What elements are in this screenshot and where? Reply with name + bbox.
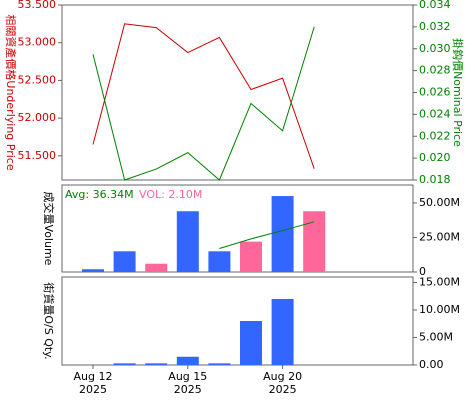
line: [92, 23, 315, 169]
y-tick-label: 52.500: [18, 73, 57, 86]
y-tick-label: 0.024: [419, 107, 451, 120]
bar: [240, 241, 262, 272]
bar: [145, 263, 168, 272]
x-tick-label: Aug 20: [263, 370, 302, 383]
y-tick-label: 0.020: [419, 151, 451, 164]
y-tick-label: 0.026: [419, 86, 451, 99]
bar: [208, 363, 231, 365]
axis-label: 成交量Volume: [42, 192, 56, 266]
axis-label: 掛鈎價Nominal Price: [451, 38, 465, 147]
y-tick-label: 0.034: [419, 0, 451, 11]
vol-label: VOL: 2.10M: [139, 188, 202, 201]
bar: [113, 363, 136, 365]
bar: [82, 269, 104, 272]
bar: [176, 356, 199, 365]
panel-frame: [61, 276, 414, 366]
y-tick-label: 0.00: [419, 358, 444, 371]
y-tick-label: 53.000: [18, 36, 57, 49]
bar: [145, 363, 168, 365]
y-tick-label: 0.030: [419, 42, 451, 55]
bar: [113, 251, 136, 272]
y-tick-label: 5.00M: [419, 331, 453, 344]
line: [219, 221, 315, 250]
y-tick-label: 25.00M: [419, 230, 460, 243]
y-tick-label: 0.028: [419, 64, 451, 77]
y-tick-label: 50.00M: [419, 196, 460, 209]
panel-frame: [61, 4, 414, 181]
bar: [240, 321, 262, 365]
y-tick-label: 15.00M: [419, 276, 460, 289]
line: [92, 26, 315, 181]
x-tick-label: Aug 12: [74, 370, 113, 383]
y-tick-label: 52.000: [18, 111, 57, 124]
bar: [271, 196, 294, 272]
x-tick-year: 2025: [174, 383, 202, 396]
y-tick-label: 0.032: [419, 20, 451, 33]
y-tick-label: 0.018: [419, 173, 451, 186]
bar: [303, 211, 326, 272]
x-tick-year: 2025: [269, 383, 297, 396]
bar: [271, 299, 294, 365]
bar: [176, 211, 199, 272]
panel-frame: [61, 184, 414, 273]
axis-label: 街貨量O/S Qty.: [42, 282, 56, 359]
y-tick-label: 0.022: [419, 129, 451, 142]
axis-label: 相關資產價格Underlying Price: [4, 14, 18, 170]
y-tick-label: 51.500: [18, 149, 57, 162]
bar: [208, 251, 231, 272]
x-tick-year: 2025: [79, 383, 107, 396]
x-tick-label: Aug 15: [168, 370, 207, 383]
avg-label: Avg: 36.34M: [65, 188, 134, 201]
y-tick-label: 0: [419, 265, 426, 278]
y-tick-label: 10.00M: [419, 303, 460, 316]
y-tick-label: 53.500: [18, 0, 57, 11]
